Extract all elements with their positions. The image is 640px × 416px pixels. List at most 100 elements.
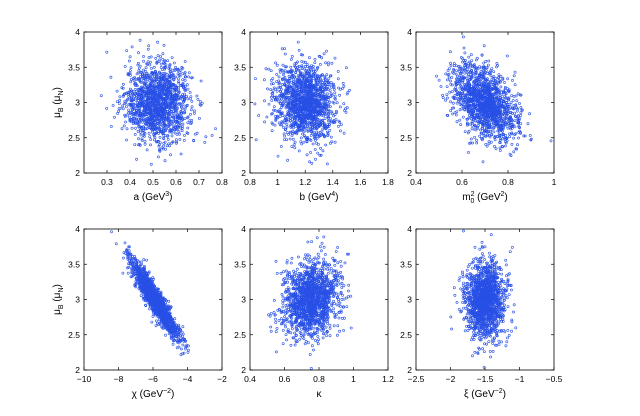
scatter-point [171, 140, 175, 144]
scatter-point [154, 116, 158, 120]
scatter-point [455, 120, 459, 124]
scatter-point [271, 89, 275, 93]
scatter-point [174, 75, 178, 79]
scatter-point [506, 77, 510, 81]
scatter-point [302, 140, 306, 144]
scatter-point [183, 72, 187, 76]
scatter-point [445, 93, 449, 97]
scatter-point [161, 106, 165, 110]
scatter-point [172, 76, 176, 80]
scatter-point [134, 94, 138, 98]
scatter-point [278, 97, 282, 101]
scatter-point [141, 104, 145, 107]
scatter-point [146, 89, 150, 93]
scatter-point [129, 98, 133, 102]
scatter-point [148, 63, 152, 67]
scatter-point [123, 115, 127, 118]
scatter-point [149, 143, 152, 147]
x-tick-label: 0.8 [216, 177, 228, 187]
scatter-point [157, 126, 161, 130]
scatter-point [508, 135, 512, 139]
scatter-point [193, 132, 197, 136]
scatter-point [149, 94, 153, 98]
scatter-point [344, 66, 348, 70]
scatter-point [155, 117, 159, 120]
scatter-point [168, 102, 172, 105]
scatter-point [305, 74, 309, 78]
scatter-point [143, 132, 147, 135]
scatter-point [486, 63, 490, 67]
x-tick-label: 0.7 [193, 177, 205, 187]
scatter-point [118, 95, 122, 99]
scatter-point [512, 136, 516, 140]
scatter-point [494, 147, 498, 151]
scatter-point [300, 142, 304, 146]
scatter-point [180, 129, 184, 133]
scatter-point [458, 103, 462, 106]
scatter-point [181, 66, 185, 70]
scatter-point [282, 132, 286, 136]
scatter-point [507, 132, 511, 136]
scatter-point [148, 105, 152, 109]
scatter-point [120, 86, 124, 90]
scatter-point [160, 113, 164, 117]
scatter-point [308, 160, 312, 164]
y-tick-label: 3 [75, 98, 80, 108]
scatter-point [148, 121, 152, 125]
scatter-point [482, 44, 486, 48]
scatter-point [158, 119, 162, 123]
scatter-point [143, 109, 147, 113]
scatter-point [136, 61, 140, 65]
x-tick-label: 1.8 [382, 177, 394, 187]
scatter-point [263, 120, 267, 124]
scatter-point [305, 62, 309, 66]
scatter-point [118, 99, 122, 102]
scatter-point [288, 130, 292, 134]
scatter-point [145, 72, 149, 75]
scatter-point [159, 122, 163, 126]
scatter-point [304, 69, 308, 72]
scatter-point [341, 81, 345, 85]
scatter-point [296, 40, 300, 44]
scatter-point [169, 153, 172, 157]
scatter-point [301, 53, 305, 57]
scatter-point [302, 130, 306, 134]
scatter-point [149, 88, 152, 92]
scatter-point [474, 58, 478, 62]
scatter-point [485, 144, 489, 148]
scatter-point [175, 86, 179, 89]
scatter-point [137, 137, 140, 141]
scatter-point [156, 40, 160, 44]
scatter-point [162, 130, 166, 134]
scatter-point [317, 135, 321, 139]
scatter-point [146, 60, 150, 64]
scatter-point [169, 99, 173, 103]
scatter-point [183, 133, 186, 137]
scatter-point [148, 103, 152, 107]
scatter-point [519, 106, 523, 109]
scatter-point [147, 97, 151, 101]
scatter-point [133, 143, 137, 147]
scatter-point [262, 78, 266, 82]
scatter-point [183, 111, 187, 115]
scatter-point [475, 138, 479, 142]
scatter-point [516, 92, 520, 96]
scatter-point [166, 134, 170, 138]
scatter-point [123, 241, 127, 245]
scatter-point [125, 113, 129, 117]
scatter-point [174, 138, 178, 142]
scatter-point [253, 77, 257, 81]
scatter-point [333, 140, 337, 144]
scatter-point [269, 79, 273, 82]
scatter-point [272, 108, 276, 112]
scatter-point [165, 124, 169, 128]
scatter-point [458, 86, 462, 90]
scatter-point [162, 96, 165, 100]
y-tick-label: 4 [407, 27, 412, 37]
y-tick-label: 2 [241, 168, 246, 178]
scatter-point [171, 111, 175, 115]
scatter-point [156, 106, 160, 110]
scatter-point [172, 103, 176, 107]
scatter-point [338, 105, 342, 109]
scatter-point [484, 60, 488, 63]
